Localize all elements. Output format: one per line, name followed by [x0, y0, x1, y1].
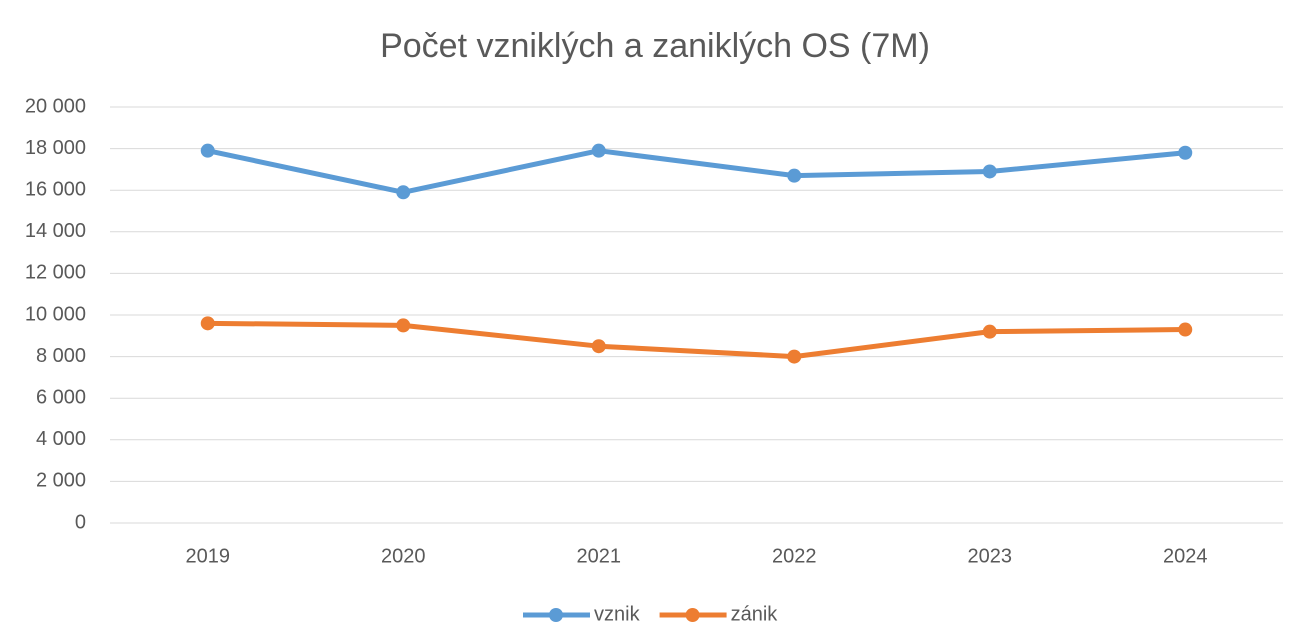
legend-label: vznik: [594, 603, 641, 625]
point: [591, 339, 606, 354]
x-tick-label: 2020: [381, 545, 426, 567]
point: [591, 143, 606, 158]
series-line: [207, 148, 1186, 195]
y-tick-label: 6 000: [36, 386, 86, 408]
y-tick-label: 14 000: [25, 220, 86, 242]
legend-marker: [549, 608, 563, 622]
y-tick-label: 4 000: [36, 428, 86, 450]
y-tick-label: 0: [75, 511, 86, 533]
x-tick-label: 2023: [968, 545, 1013, 567]
point: [982, 164, 997, 179]
y-tick-label: 18 000: [25, 137, 86, 159]
y-tick-label: 16 000: [25, 178, 86, 200]
x-tick-label: 2021: [577, 545, 622, 567]
y-tick-label: 10 000: [25, 303, 86, 325]
chart-title: Počet vzniklých a zaniklých OS (7M): [380, 27, 930, 65]
y-tick-label: 12 000: [25, 262, 86, 284]
x-tick-label: 2024: [1163, 545, 1208, 567]
y-tick-label: 2 000: [36, 470, 86, 492]
x-tick-label: 2022: [772, 545, 817, 567]
point: [200, 316, 215, 331]
legend-marker: [685, 608, 700, 622]
point: [982, 324, 997, 339]
point: [396, 185, 411, 200]
series-line: [207, 320, 1186, 360]
point: [787, 349, 802, 364]
y-tick-label: 8 000: [36, 345, 86, 367]
point: [787, 168, 802, 183]
y-tick-label: 20 000: [25, 95, 86, 117]
point: [1178, 322, 1193, 337]
point: [396, 318, 411, 333]
point: [1178, 145, 1193, 160]
x-tick-label: 2019: [186, 545, 231, 567]
point: [200, 143, 215, 158]
legend-label: zánik: [731, 603, 779, 625]
